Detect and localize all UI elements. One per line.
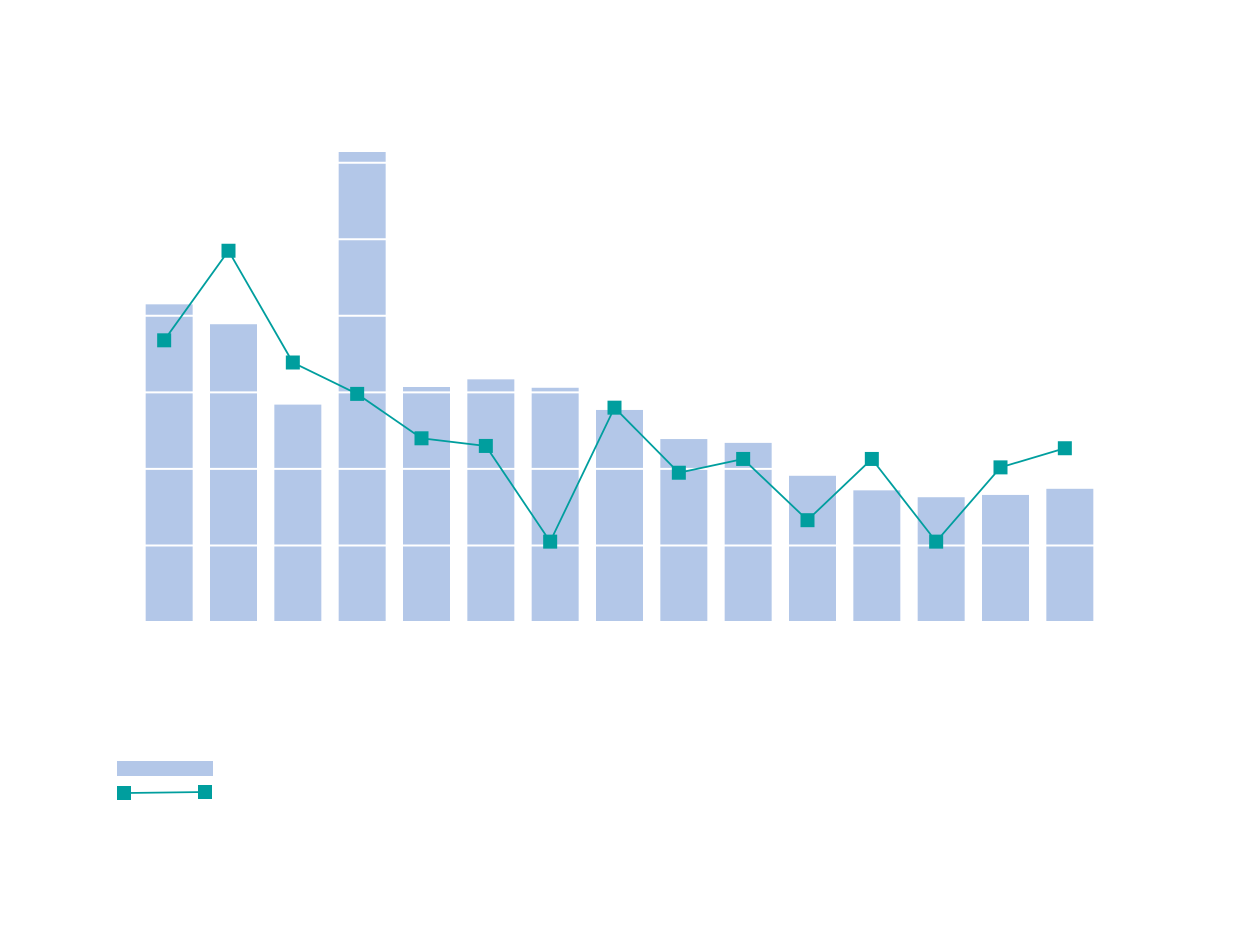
line-point-8 [671, 465, 686, 480]
line-series-layer [157, 243, 1072, 549]
line-point-12 [929, 534, 944, 549]
line-point-10 [800, 513, 815, 528]
line-point-9 [736, 451, 751, 466]
line-point-4 [414, 431, 429, 446]
legend [117, 761, 213, 800]
bar-9 [724, 442, 772, 622]
legend-marker-left [117, 786, 131, 800]
line-point-3 [350, 386, 365, 401]
line-point-5 [478, 438, 493, 453]
bar-14 [1046, 488, 1094, 622]
bar-0 [145, 304, 193, 622]
bar-6 [531, 387, 579, 622]
line-point-2 [285, 355, 300, 370]
bar-11 [853, 490, 901, 622]
bar-5 [467, 379, 515, 622]
legend-swatch-bar [117, 761, 213, 776]
legend-marker-right [198, 785, 212, 799]
bar-13 [982, 494, 1029, 622]
bar-10 [789, 475, 836, 622]
line-point-1 [221, 243, 236, 258]
line-point-7 [607, 400, 622, 415]
legend-swatch-line [123, 791, 206, 794]
bar-4 [403, 387, 450, 622]
line-point-14 [1057, 441, 1072, 456]
line-point-0 [157, 333, 172, 348]
bar-1 [210, 324, 257, 622]
line-point-6 [543, 534, 558, 549]
line-point-13 [993, 460, 1008, 475]
bars-layer [145, 152, 1094, 622]
line-point-11 [864, 451, 879, 466]
bar-2 [274, 404, 322, 622]
bar-7 [596, 409, 643, 622]
